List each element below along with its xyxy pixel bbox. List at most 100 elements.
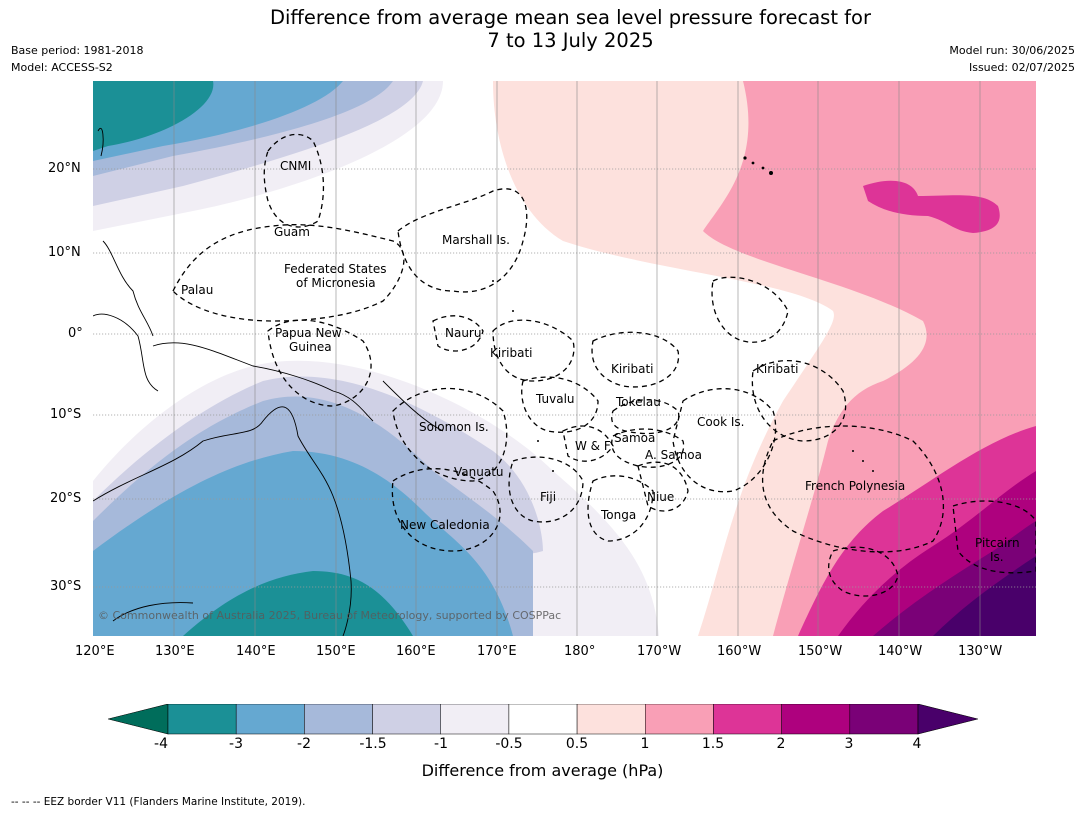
y-tick-10n: 10°N (48, 245, 81, 260)
eez-micronesia (172, 224, 405, 322)
label-tuvalu: Tuvalu (535, 392, 575, 406)
x-tick-170e: 170°E (477, 644, 517, 659)
cbar-tick-plus1: 1 (640, 736, 650, 752)
x-tick-140e: 140°E (236, 644, 276, 659)
label-niue: Niue (647, 490, 674, 504)
label-pitcairn-line1: Pitcairn (975, 536, 1020, 550)
eez-samoa (611, 428, 685, 468)
y-tick-20n: 20°N (48, 161, 81, 176)
pressure-anomaly-map: CNMI Guam Marshall Is. Palau Federated S… (93, 81, 1036, 636)
label-guam: Guam (274, 225, 310, 239)
coast-borneo-philippines (93, 313, 159, 392)
copyright-notice: © Commonwealth of Australia 2025, Bureau… (98, 609, 562, 622)
eez-kiribati-line (711, 276, 789, 343)
eez-tuvalu (521, 376, 599, 433)
band-sw-minus-2 (93, 451, 513, 636)
band-minus-3 (93, 81, 214, 151)
label-kiribati-east: Kiribati (756, 362, 798, 376)
issued-date: Issued: 02/07/2025 (968, 61, 1075, 74)
cbar-tick-minus3: -3 (229, 736, 243, 752)
colorbar-swatch (781, 704, 851, 735)
colorbar-label: Difference from average (hPa) (421, 761, 664, 780)
label-vanuatu: Vanuatu (454, 465, 504, 479)
cbar-tick-plus2: 2 (776, 736, 786, 752)
coast-australia (93, 406, 352, 636)
x-tick-130w: 130°W (958, 644, 1003, 659)
label-fsm-line1: Federated States (284, 262, 386, 276)
graticule (93, 168, 1036, 588)
map-panel: CNMI Guam Marshall Is. Palau Federated S… (93, 81, 1036, 636)
meta-left: Base period: 1981-2018 Model: ACCESS-S2 (11, 42, 143, 76)
eez-solomon (392, 387, 508, 482)
eez-nauru (432, 315, 484, 352)
x-tick-140w: 140°W (878, 644, 923, 659)
eez-kiribati-central (591, 331, 680, 388)
label-tonga: Tonga (600, 508, 636, 522)
eez-kiribati-east (751, 359, 847, 442)
label-palau: Palau (181, 283, 213, 297)
label-cnmi: CNMI (280, 159, 311, 173)
colorbar-ticks: -4 -3 -2 -1.5 -1 -0.5 0.5 1 1.5 2 3 4 (108, 736, 978, 760)
colorbar-swatch (645, 704, 714, 735)
eez-png (267, 319, 372, 407)
cbar-tick-plus4: 4 (912, 736, 922, 752)
y-tick-30s: 30°S (50, 579, 82, 594)
label-french-polynesia: French Polynesia (805, 479, 905, 493)
label-fiji: Fiji (540, 490, 556, 504)
label-solomon: Solomon Is. (419, 420, 489, 434)
colorbar (108, 704, 978, 735)
colorbar-swatches (108, 704, 978, 735)
cbar-tick-plus1.5: 1.5 (701, 736, 725, 752)
label-pitcairn-line2: Is. (990, 550, 1004, 564)
eez-borders (172, 133, 1036, 597)
y-tick-equator: 0° (68, 326, 83, 341)
colorbar-swatch (440, 704, 510, 735)
x-tick-150w: 150°W (798, 644, 843, 659)
colorbar-swatch (304, 704, 373, 735)
eez-kiribati-west (492, 319, 575, 382)
eez-cnmi-guam (263, 133, 325, 228)
eez-wallis-futuna (562, 425, 614, 462)
eez-tokelau (611, 399, 680, 435)
cbar-tick-minus2: -2 (297, 736, 311, 752)
colorbar-swatch (508, 704, 578, 735)
label-kiribati-west: Kiribati (490, 346, 532, 360)
x-tick-180: 180° (564, 644, 596, 659)
x-tick-160w: 160°W (717, 644, 762, 659)
region-labels: CNMI Guam Marshall Is. Palau Federated S… (181, 159, 1020, 564)
x-tick-170w: 170°W (637, 644, 682, 659)
eez-fiji (508, 456, 584, 523)
y-tick-20s: 20°S (50, 491, 82, 506)
label-wallis-futuna: W & F (575, 439, 611, 453)
band-sw-minus-3 (183, 571, 413, 636)
eez-marshall (397, 188, 528, 293)
cbar-tick-minus0.5: -0.5 (495, 736, 523, 752)
coast-new-guinea (152, 342, 374, 422)
map-title: Difference from average mean sea level p… (270, 6, 871, 52)
x-tick-160e: 160°E (396, 644, 436, 659)
cbar-tick-minus1.5: -1.5 (359, 736, 387, 752)
colorbar-swatch (849, 704, 919, 735)
y-tick-10s: 10°S (50, 407, 82, 422)
label-nauru: Nauru (445, 326, 481, 340)
cbar-tick-plus0.5: 0.5 (565, 736, 589, 752)
label-new-caledonia: New Caledonia (400, 518, 490, 532)
label-tokelau: Tokelau (615, 395, 661, 409)
colorbar-extend-low (108, 704, 169, 735)
eez-legend-note: -- -- -- EEZ border V11 (Flanders Marine… (11, 796, 306, 808)
label-samoa: Samoa (614, 431, 655, 445)
label-png-line2: Guinea (289, 340, 332, 354)
island-dots (492, 156, 874, 472)
label-marshall: Marshall Is. (442, 233, 510, 247)
meta-right: Model run: 30/06/2025 Issued: 02/07/2025 (949, 42, 1075, 76)
cbar-tick-minus4: -4 (154, 736, 168, 752)
x-tick-150e: 150°E (316, 644, 356, 659)
cbar-tick-plus3: 3 (844, 736, 854, 752)
colorbar-swatch (372, 704, 441, 735)
label-american-samoa: A. Samoa (645, 448, 702, 462)
cbar-tick-minus1: -1 (434, 736, 448, 752)
colorbar-swatch (576, 704, 646, 735)
eez-cook (672, 388, 777, 493)
x-tick-130e: 130°E (155, 644, 195, 659)
label-kiribati-central: Kiribati (611, 362, 653, 376)
